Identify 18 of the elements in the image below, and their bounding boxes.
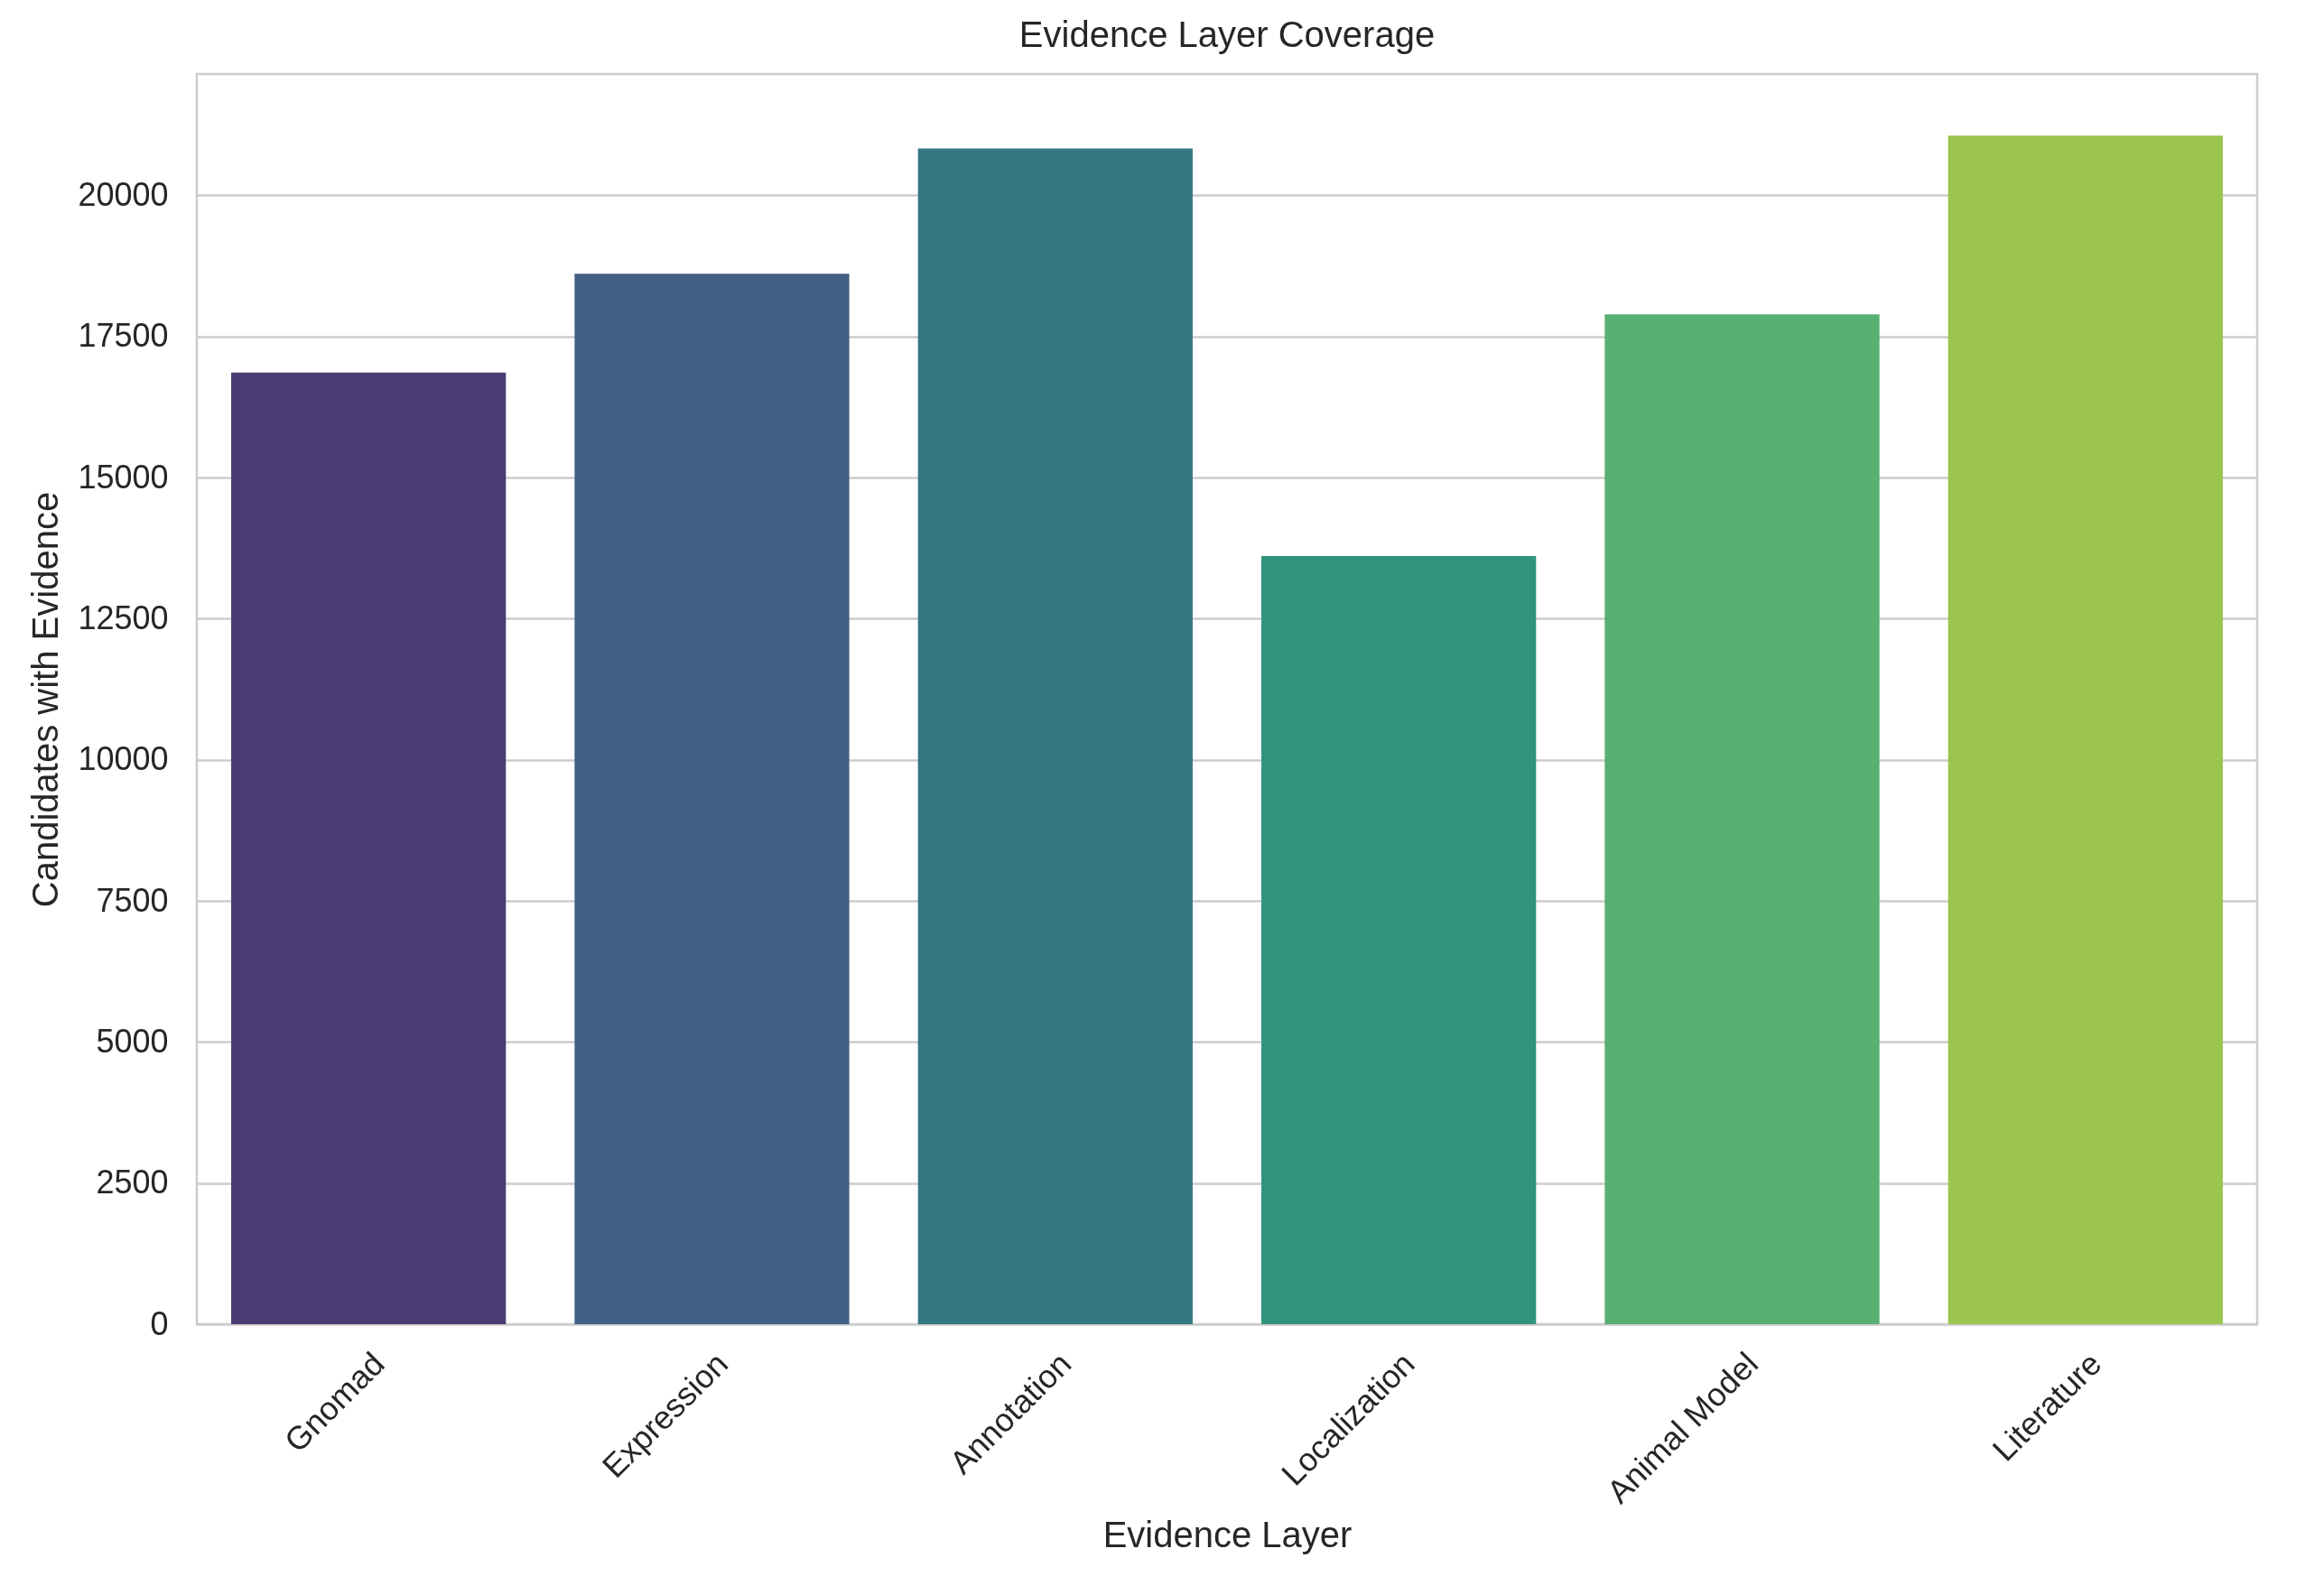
x-axis-title: Evidence Layer xyxy=(1102,1514,1353,1554)
chart-title: Evidence Layer Coverage xyxy=(1018,14,1436,54)
y-tick-label: 20000 xyxy=(78,175,169,213)
y-tick-label: 5000 xyxy=(96,1022,169,1060)
y-tick-label: 10000 xyxy=(78,740,169,778)
bar xyxy=(574,274,850,1324)
bar xyxy=(1948,135,2223,1324)
y-tick-label: 0 xyxy=(150,1304,169,1342)
bar xyxy=(917,148,1193,1324)
bar xyxy=(1604,314,1880,1324)
y-tick-label: 7500 xyxy=(96,881,169,919)
bar xyxy=(231,372,507,1324)
y-tick-label: 2500 xyxy=(96,1164,169,1201)
y-tick-label: 17500 xyxy=(78,317,169,355)
y-tick-label: 12500 xyxy=(78,598,169,636)
y-axis-title: Candidates with Evidence xyxy=(25,491,66,908)
y-tick-label: 15000 xyxy=(78,458,169,496)
bar xyxy=(1261,555,1537,1324)
